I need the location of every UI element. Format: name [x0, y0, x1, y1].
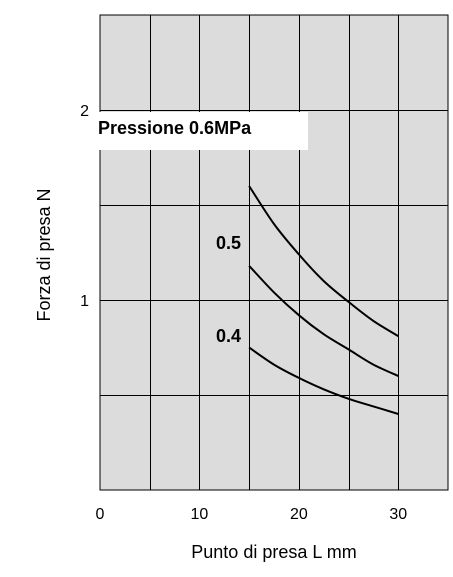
series-curves: [248, 185, 399, 415]
series-labels: Pressione 0.6MPa 0.5 0.4: [98, 118, 252, 346]
series-line-0: [248, 185, 399, 337]
y-tick-label: 2: [80, 103, 89, 120]
plot-area: [99, 14, 449, 491]
grid: [96, 15, 448, 490]
x-tick-label: 20: [290, 506, 308, 523]
x-tick-label: 0: [96, 506, 105, 523]
series-label-2: 0.4: [216, 326, 241, 346]
series-label-background: [96, 112, 308, 150]
y-axis-label: Forza di presa N: [34, 188, 54, 321]
series-label-0: Pressione 0.6MPa: [98, 118, 252, 138]
x-tick-label: 10: [191, 506, 209, 523]
series-label-1: 0.5: [216, 233, 241, 253]
y-tick-labels: 12: [80, 103, 89, 310]
x-tick-labels: 0 10 20 30: [96, 506, 408, 523]
x-axis-label: Punto di presa L mm: [191, 542, 356, 562]
x-tick-label: 30: [389, 506, 407, 523]
series-line-1: [248, 265, 399, 377]
series-line-2: [248, 346, 399, 415]
y-tick-label: 1: [80, 293, 89, 310]
